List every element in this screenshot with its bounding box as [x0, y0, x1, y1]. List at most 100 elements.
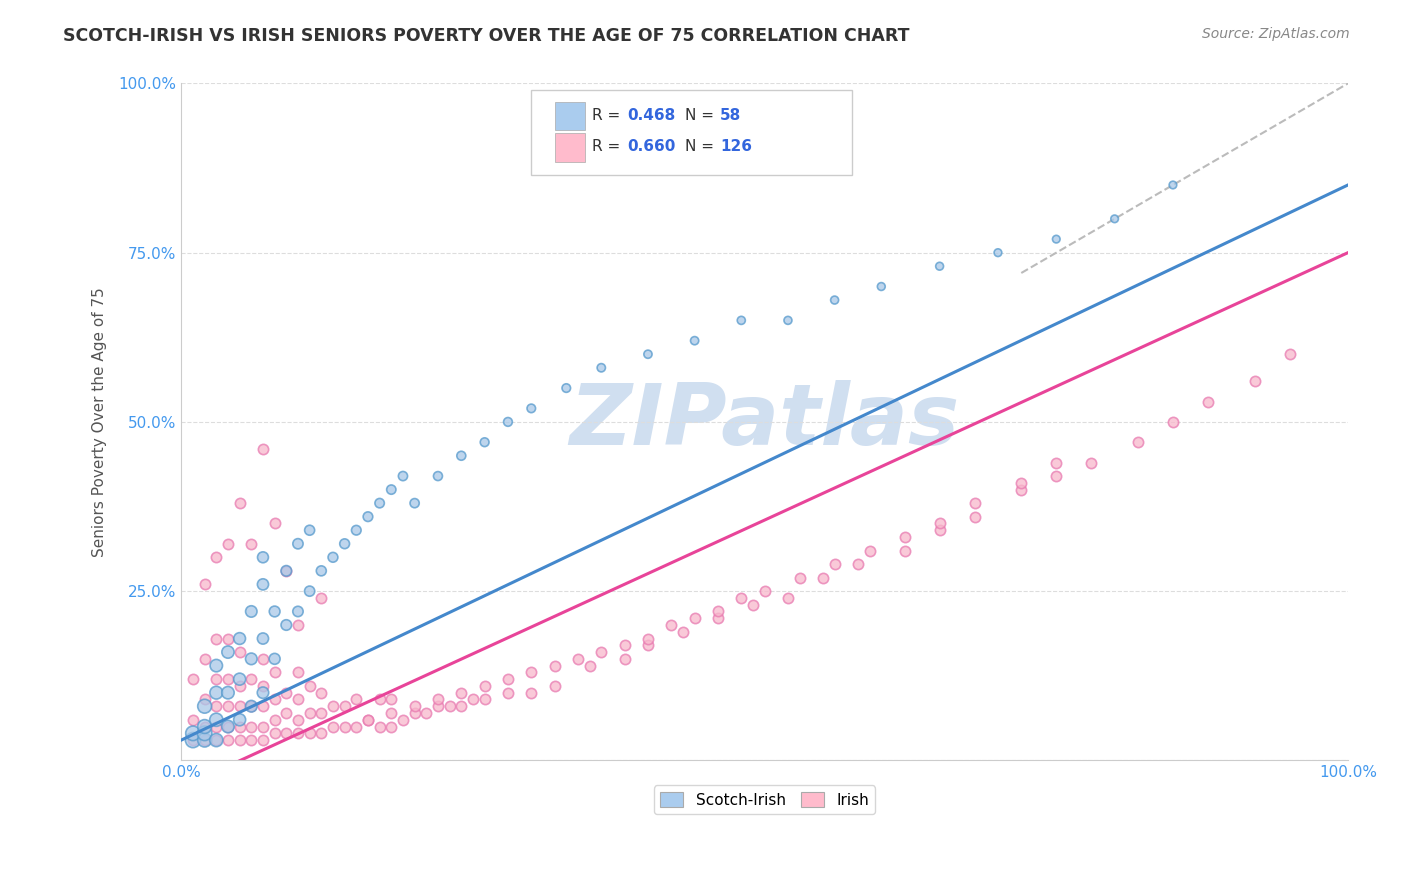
Point — [287, 665, 309, 680]
Point — [1080, 456, 1102, 470]
Point — [240, 652, 263, 666]
Point — [228, 713, 250, 727]
FancyBboxPatch shape — [554, 133, 585, 161]
Point — [520, 401, 543, 416]
Point — [824, 293, 846, 307]
Point — [987, 245, 1010, 260]
Point — [450, 699, 472, 714]
Point — [555, 381, 578, 395]
Point — [240, 699, 263, 714]
Point — [276, 686, 298, 700]
Point — [1278, 347, 1301, 361]
Point — [240, 733, 263, 747]
Point — [846, 557, 869, 571]
Point — [496, 415, 519, 429]
Point — [1045, 232, 1067, 246]
Point — [474, 679, 496, 693]
Point — [181, 726, 204, 740]
Point — [333, 699, 356, 714]
Point — [426, 699, 449, 714]
Point — [263, 713, 285, 727]
Point — [928, 516, 950, 531]
Point — [1045, 456, 1067, 470]
Point — [824, 557, 846, 571]
Point — [217, 672, 239, 686]
Point — [357, 509, 380, 524]
Point — [217, 632, 239, 646]
Point — [392, 713, 415, 727]
Point — [181, 733, 204, 747]
Point — [1010, 475, 1032, 490]
Point — [287, 537, 309, 551]
Point — [344, 523, 367, 537]
Point — [520, 665, 543, 680]
Point — [368, 692, 391, 706]
Point — [1243, 374, 1265, 388]
Point — [252, 699, 274, 714]
Text: 126: 126 — [720, 139, 752, 154]
Point — [368, 720, 391, 734]
Point — [252, 720, 274, 734]
Point — [228, 720, 250, 734]
Point — [263, 692, 285, 706]
Point — [228, 496, 250, 510]
Point — [450, 686, 472, 700]
Point — [252, 733, 274, 747]
Point — [543, 679, 565, 693]
Point — [228, 733, 250, 747]
Point — [181, 733, 204, 747]
Point — [252, 652, 274, 666]
Point — [392, 469, 415, 483]
Point — [228, 679, 250, 693]
Point — [298, 584, 321, 599]
Point — [415, 706, 437, 720]
Point — [287, 726, 309, 740]
Point — [754, 584, 776, 599]
Point — [205, 713, 228, 727]
Point — [252, 679, 274, 693]
Point — [683, 334, 706, 348]
Point — [217, 720, 239, 734]
Point — [870, 279, 893, 293]
Point — [730, 591, 752, 605]
Point — [659, 618, 682, 632]
Text: N =: N = — [685, 139, 718, 154]
Point — [205, 550, 228, 565]
Point — [380, 720, 402, 734]
Point — [613, 638, 636, 652]
Point — [578, 658, 600, 673]
Point — [240, 604, 263, 618]
Point — [344, 692, 367, 706]
Point — [194, 699, 217, 714]
Point — [1161, 178, 1184, 192]
Point — [205, 733, 228, 747]
Point — [217, 686, 239, 700]
Point — [474, 692, 496, 706]
Point — [263, 516, 285, 531]
Point — [205, 733, 228, 747]
Point — [426, 469, 449, 483]
Point — [322, 720, 344, 734]
Text: 58: 58 — [720, 108, 741, 123]
Point — [311, 706, 333, 720]
Point — [789, 571, 811, 585]
Point — [276, 706, 298, 720]
Point — [263, 726, 285, 740]
Point — [194, 692, 217, 706]
Point — [205, 720, 228, 734]
Y-axis label: Seniors Poverty Over the Age of 75: Seniors Poverty Over the Age of 75 — [93, 287, 107, 557]
Point — [217, 645, 239, 659]
Point — [217, 733, 239, 747]
Point — [252, 686, 274, 700]
Point — [194, 652, 217, 666]
Point — [263, 604, 285, 618]
Point — [567, 652, 589, 666]
Point — [287, 692, 309, 706]
Point — [963, 496, 986, 510]
Point — [217, 699, 239, 714]
Point — [217, 537, 239, 551]
Point — [672, 624, 695, 639]
Point — [181, 713, 204, 727]
Point — [776, 591, 799, 605]
Point — [194, 577, 217, 591]
